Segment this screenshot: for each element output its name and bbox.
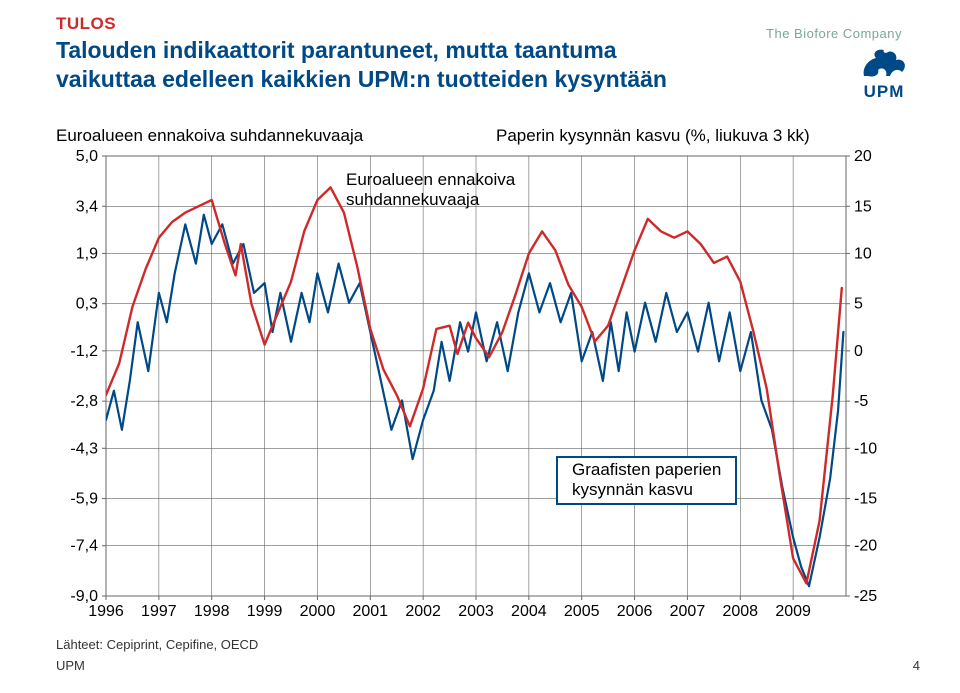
line-chart: 5,0 20 3,4 15 1,9 10 0,3 5 -1,2 0 -2,8 -5 -4,3 -10 -5,… xyxy=(56,150,896,630)
svg-text:5,0: 5,0 xyxy=(76,150,98,165)
svg-text:-25: -25 xyxy=(854,588,877,605)
svg-text:0,3: 0,3 xyxy=(76,295,98,312)
svg-text:10: 10 xyxy=(854,245,872,262)
svg-text:2006: 2006 xyxy=(617,603,653,620)
svg-text:1,9: 1,9 xyxy=(76,245,98,262)
svg-text:-4,3: -4,3 xyxy=(70,440,98,457)
svg-text:-20: -20 xyxy=(854,537,877,554)
sources-label: Lähteet: Cepiprint, Cepifine, OECD xyxy=(56,637,920,652)
svg-text:-1,2: -1,2 xyxy=(70,342,98,359)
svg-text:2000: 2000 xyxy=(300,603,336,620)
svg-text:-5: -5 xyxy=(854,393,868,410)
svg-text:-10: -10 xyxy=(854,440,877,457)
svg-text:20: 20 xyxy=(854,150,872,165)
svg-text:2007: 2007 xyxy=(670,603,706,620)
annotation-blue-series: Graafisten paperienkysynnän kasvu xyxy=(556,456,737,506)
svg-text:5: 5 xyxy=(854,295,863,312)
svg-text:2004: 2004 xyxy=(511,603,547,620)
upm-logo: UPM xyxy=(858,46,910,102)
chart-left-title: Euroalueen ennakoiva suhdannekuvaaja xyxy=(56,126,456,146)
annotation-red-series: Euroalueen ennakoivasuhdannekuvaaja xyxy=(346,170,515,211)
page-number: 4 xyxy=(913,658,920,673)
svg-text:3,4: 3,4 xyxy=(76,198,98,215)
svg-text:1997: 1997 xyxy=(141,603,177,620)
logo-text: UPM xyxy=(858,82,910,102)
svg-text:-5,9: -5,9 xyxy=(70,490,98,507)
svg-text:1998: 1998 xyxy=(194,603,230,620)
svg-text:0: 0 xyxy=(854,342,863,359)
svg-text:2009: 2009 xyxy=(775,603,811,620)
svg-text:-15: -15 xyxy=(854,490,877,507)
svg-text:2002: 2002 xyxy=(405,603,441,620)
footer-brand: UPM xyxy=(56,658,85,673)
svg-text:1999: 1999 xyxy=(247,603,283,620)
page-title: Talouden indikaattorit parantuneet, mutt… xyxy=(56,36,716,94)
svg-text:-2,8: -2,8 xyxy=(70,393,98,410)
griffin-icon xyxy=(858,46,910,80)
svg-text:2008: 2008 xyxy=(722,603,758,620)
svg-text:1996: 1996 xyxy=(88,603,124,620)
svg-text:15: 15 xyxy=(854,198,872,215)
svg-text:2005: 2005 xyxy=(564,603,600,620)
svg-text:2001: 2001 xyxy=(352,603,388,620)
svg-text:2003: 2003 xyxy=(458,603,494,620)
company-tagline: The Biofore Company xyxy=(766,26,902,41)
svg-text:-7,4: -7,4 xyxy=(70,537,98,554)
chart-right-title: Paperin kysynnän kasvu (%, liukuva 3 kk) xyxy=(456,126,896,146)
